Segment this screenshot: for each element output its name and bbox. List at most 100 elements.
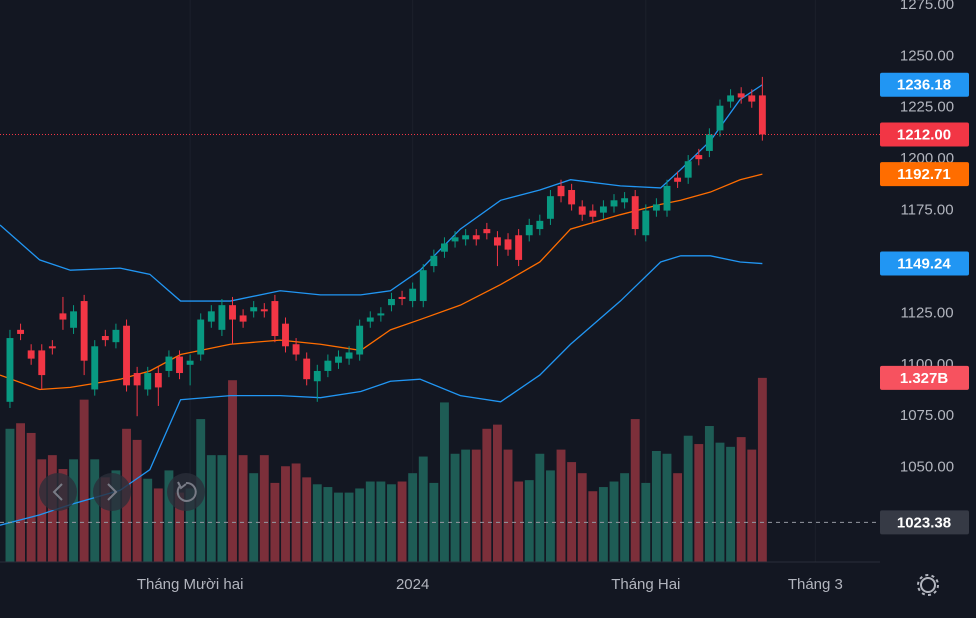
candle-body [176,356,183,374]
candle-body [536,220,544,230]
candle-body [430,255,438,267]
candle-body [621,198,629,203]
nav-buttons [39,473,205,511]
candle-body [112,329,120,343]
candle-body [642,210,650,236]
candle-body [737,93,745,98]
candle-body [38,350,46,376]
volume-bar [683,435,693,562]
settings-button[interactable] [917,574,939,596]
grid [189,0,816,562]
candle-body [568,190,576,205]
candle-body [197,319,205,355]
candle-body [154,373,162,388]
candle-body [419,270,427,302]
volume-bar [461,449,471,562]
price-tag [880,365,969,390]
candle-body [27,350,35,359]
candle-body [705,134,713,151]
volume-bar [69,459,78,562]
candle-body [260,309,268,312]
candle-body [239,315,247,322]
volume-bar [514,481,524,562]
candle-body [483,229,491,234]
candle-body [610,200,618,207]
scroll-right-button[interactable] [93,473,131,511]
price-tag [880,72,969,97]
volume-bar [397,481,407,562]
price-tag-label: 1.327B [900,370,949,387]
candle-body [59,313,67,320]
volume-bar [588,491,598,562]
candle-body [123,325,130,386]
candle-body [515,235,523,260]
volume-bar [228,380,237,562]
volume-bar [471,449,481,562]
x-tick-label: Tháng Hai [611,576,680,593]
volume-bar [185,488,195,562]
price-tag-label: 1149.24 [897,256,951,273]
volume-bar [365,481,375,562]
volume-bar [694,444,704,562]
candle-body [186,360,194,365]
candle-body [17,329,25,334]
volume-bar [524,480,534,562]
band-lower [0,255,763,526]
candle-body [292,344,300,355]
candle-body [48,346,56,349]
volume-bar [153,488,163,562]
volume-bar [567,462,577,562]
candle-body [631,196,639,230]
candle-body [493,237,501,246]
volume-bar [747,449,757,562]
candle-body [589,210,597,217]
icon [52,483,63,501]
y-tick-label: 1075.00 [900,407,954,424]
volume-bar [715,442,725,562]
axes: 1050.001075.001100.001125.001150.001175.… [137,0,969,593]
volume-bar [609,481,619,562]
candle-body [356,325,364,355]
candle-body [229,305,236,320]
volume-bar [376,481,386,562]
scroll-left-button[interactable] [39,473,77,511]
reset-button[interactable] [167,473,205,511]
gear-teeth [917,574,939,596]
band-upper [0,84,763,302]
volume-bar [598,487,608,562]
candle-body [695,155,703,160]
price-tag [880,251,969,276]
price-tag-label: 1023.38 [897,514,951,531]
y-tick-label: 1250.00 [900,47,954,64]
candle-body [366,317,374,322]
volume-bar [704,426,714,562]
volume-bar [291,463,301,562]
y-tick-label: 1125.00 [900,304,953,321]
candle-body [345,352,353,359]
candle-body [313,370,321,382]
candle-body [282,323,289,347]
volume-bar [620,473,630,562]
volume-bar [5,428,15,562]
volume-bar [556,449,566,562]
candle-body [472,235,480,240]
volume-bar [726,446,736,562]
candle-body [388,298,395,306]
volume-bar [58,469,68,562]
volume-bar [673,473,683,562]
icon [176,481,197,502]
volume-bar [90,459,100,562]
volume-bar [641,482,651,562]
volume-bar [26,432,36,562]
volume-bar [535,453,545,562]
volume-bar [238,455,248,562]
volume-bar [259,455,269,562]
volume-bar [175,492,184,562]
price-tag-label: 1212.00 [897,126,951,143]
x-tick-label: Tháng Mười hai [137,576,244,593]
candle-body [6,338,14,402]
price-tag [880,122,969,147]
x-tick-label: 2024 [396,576,429,593]
y-tick-label: 1275.00 [900,0,954,13]
